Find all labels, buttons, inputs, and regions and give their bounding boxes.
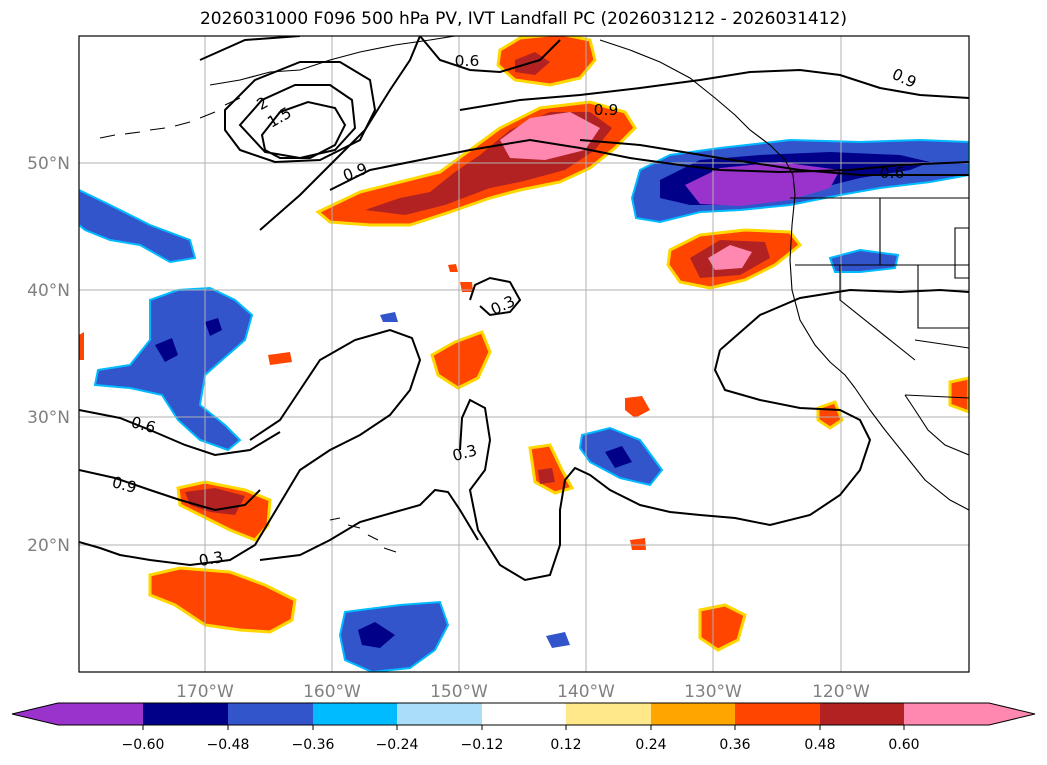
lon-tick-label: 170°W xyxy=(176,682,234,702)
contour-label: 0.6 xyxy=(880,164,905,182)
colorbar-segment xyxy=(313,703,399,725)
lat-tick-label: 50°N xyxy=(27,154,70,174)
colorbar-outline xyxy=(11,702,1036,726)
colorbar-segment xyxy=(820,703,906,725)
colorbar-segment xyxy=(482,703,568,725)
pv-contour-1.5 xyxy=(238,84,357,160)
pv-contour-0.9-jet xyxy=(329,138,969,191)
pos-anomaly-baja xyxy=(816,400,844,430)
pv-contour-0.9-north-east xyxy=(459,68,969,111)
lon-tick-label: 130°W xyxy=(684,682,742,702)
state-borders xyxy=(795,198,969,399)
contour-label: 0.3 xyxy=(450,441,478,465)
colorbar-label: 0.12 xyxy=(550,737,581,753)
pos-anomaly-small-b xyxy=(625,396,650,418)
neg-anomaly-core-b xyxy=(205,318,222,336)
pv-contour-2 xyxy=(260,100,347,159)
colorbar-label: 0.36 xyxy=(719,737,750,753)
neg-anomaly-central-west xyxy=(93,286,254,452)
contour-label: 0.6 xyxy=(455,52,480,70)
colorbar-label: −0.60 xyxy=(122,737,165,753)
lon-tick-label: 160°W xyxy=(303,682,361,702)
pos-anomaly-mexico xyxy=(948,376,969,414)
contour-label: 0.9 xyxy=(889,65,919,92)
pv-contour-0.3-west xyxy=(79,328,422,567)
lon-tick-label: 140°W xyxy=(557,682,615,702)
lat-tick-label: 30°N xyxy=(27,408,70,428)
mexico-coast xyxy=(904,394,969,456)
pv-contour-layer xyxy=(79,36,969,582)
pv-contour-0.6-jet xyxy=(579,139,969,176)
neg-anomaly-south-pacific xyxy=(338,600,450,672)
colorbar-segment xyxy=(397,703,483,725)
contour-label: 0.3 xyxy=(197,548,224,570)
pv-contour-0.3-central xyxy=(469,276,522,317)
colorbar-label: 0.24 xyxy=(635,737,666,753)
longitude-tick-labels: 170°W 160°W 150°W 140°W 130°W 120°W xyxy=(176,682,870,702)
colorbar-segment xyxy=(651,703,737,725)
pv-contour-0.6-north xyxy=(419,36,561,74)
lon-tick-label: 150°W xyxy=(430,682,488,702)
colorbar-segment xyxy=(143,703,229,725)
contour-label: 0.9 xyxy=(110,473,138,497)
colorbar-label: 0.48 xyxy=(804,737,835,753)
colorbar-high-extension xyxy=(989,703,1035,725)
colorbar-label: −0.36 xyxy=(292,737,335,753)
pos-anomaly-central xyxy=(430,330,492,390)
lat-tick-label: 40°N xyxy=(27,281,70,301)
colorbar-label: −0.48 xyxy=(207,737,250,753)
latitude-tick-labels: 20°N 30°N 40°N 50°N xyxy=(27,154,70,556)
border-box xyxy=(954,227,969,279)
baja-california xyxy=(854,387,969,511)
colorbar-ticks xyxy=(142,725,905,730)
colorbar-segment xyxy=(735,703,821,725)
neg-anomaly-small-b xyxy=(546,632,570,648)
pos-anomaly-small-f xyxy=(79,332,84,360)
lon-tick-label: 120°W xyxy=(812,682,870,702)
pos-anomaly-small-e xyxy=(448,264,458,272)
neg-anomaly-subtropics-core xyxy=(605,446,632,468)
colorbar-segment xyxy=(566,703,652,725)
map-frame xyxy=(78,35,970,673)
colorbar-label: −0.24 xyxy=(376,737,419,753)
contour-label: 0.9 xyxy=(594,101,619,119)
neg-anomaly-nevada xyxy=(828,248,900,273)
neg-anomaly-south-core xyxy=(358,622,395,648)
neg-anomaly-west-pacific xyxy=(79,188,197,264)
us-west-coast xyxy=(789,194,856,389)
pos-anomaly-small-c xyxy=(630,538,646,550)
pos-anomaly-small-a xyxy=(268,352,292,365)
contour-label: 0.6 xyxy=(129,413,157,437)
pv-contour-0.3-south xyxy=(259,488,479,561)
pos-anomaly-gulf-alaska xyxy=(496,36,597,87)
colorbar-label: 0.60 xyxy=(888,737,919,753)
neg-anomaly-pnw-max xyxy=(685,162,840,206)
aleutian-islands xyxy=(99,97,241,139)
colorbar-label: −0.12 xyxy=(461,737,504,753)
pv-contour-0.9-west xyxy=(79,469,261,512)
pv-contour-1.2 xyxy=(224,61,377,164)
ivt-shading-layer xyxy=(79,36,969,672)
colorbar: −0.60 −0.48 −0.36 −0.24 −0.12 0.12 0.24 … xyxy=(11,702,1036,753)
colorbar-segment xyxy=(904,703,990,725)
lat-tick-label: 20°N xyxy=(27,536,70,556)
neg-anomaly-core-a xyxy=(155,338,178,362)
neg-anomaly-small-a xyxy=(380,312,398,322)
pv-contour-0.6-west xyxy=(79,409,281,457)
colorbar-low-extension xyxy=(12,703,58,725)
pos-anomaly-offshore-ca-max xyxy=(708,245,752,270)
pos-anomaly-south-east xyxy=(698,603,747,652)
pos-anomaly-east-core xyxy=(538,468,555,484)
colorbar-segment xyxy=(58,703,144,725)
colorbar-segment xyxy=(228,703,314,725)
map-title: 2026031000 F096 500 hPa PV, IVT Landfall… xyxy=(199,9,847,29)
alaska-panhandle xyxy=(599,39,771,146)
pos-anomaly-south-west xyxy=(148,566,297,634)
pv-contour-0.3-eastern xyxy=(459,288,969,582)
